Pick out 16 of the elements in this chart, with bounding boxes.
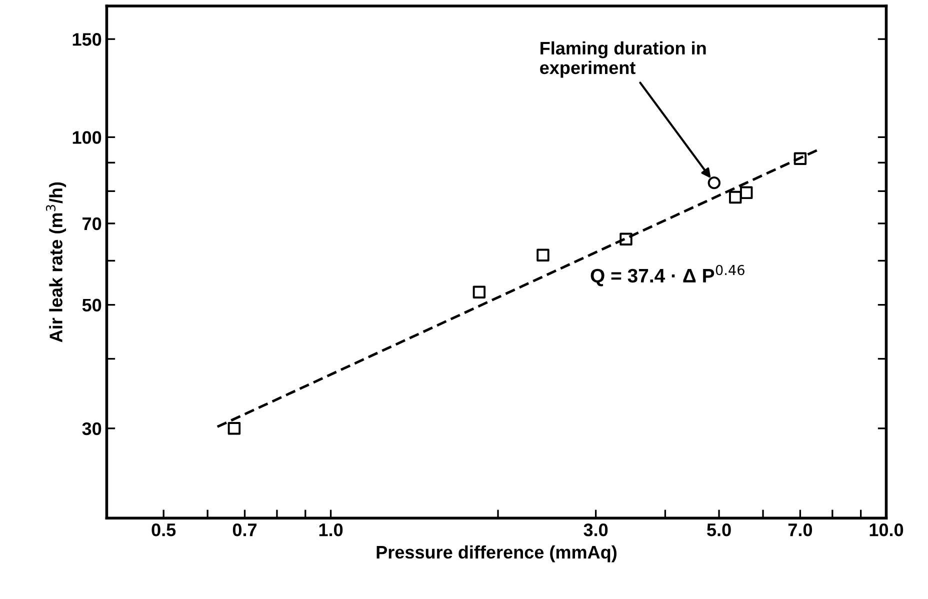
x-tick-label: 5.0	[707, 523, 731, 536]
y-tick-label: 50	[82, 298, 102, 312]
y-tick-label: 30	[82, 422, 102, 436]
annotation: Q = 37.4 · Δ P$^{0.46}$	[590, 264, 744, 286]
x-tick-label: 7.0	[788, 523, 812, 536]
y-axis-title: Air leak rate (m$^{3}$/h)	[46, 182, 66, 342]
x-tick-label: 0.5	[152, 523, 176, 536]
annotation: Flaming duration in experiment	[540, 41, 706, 78]
x-tick-label: 3.0	[584, 523, 608, 536]
x-axis-title: Pressure difference (mmAq)	[376, 545, 616, 562]
x-tick-label: 10.0	[870, 523, 904, 536]
y-tick-label: 70	[82, 217, 102, 230]
y-tick-label: 100	[72, 131, 102, 144]
x-tick-label: 0.7	[232, 523, 257, 536]
x-tick-label: 1.0	[319, 523, 343, 536]
y-tick-label: 150	[72, 33, 102, 46]
